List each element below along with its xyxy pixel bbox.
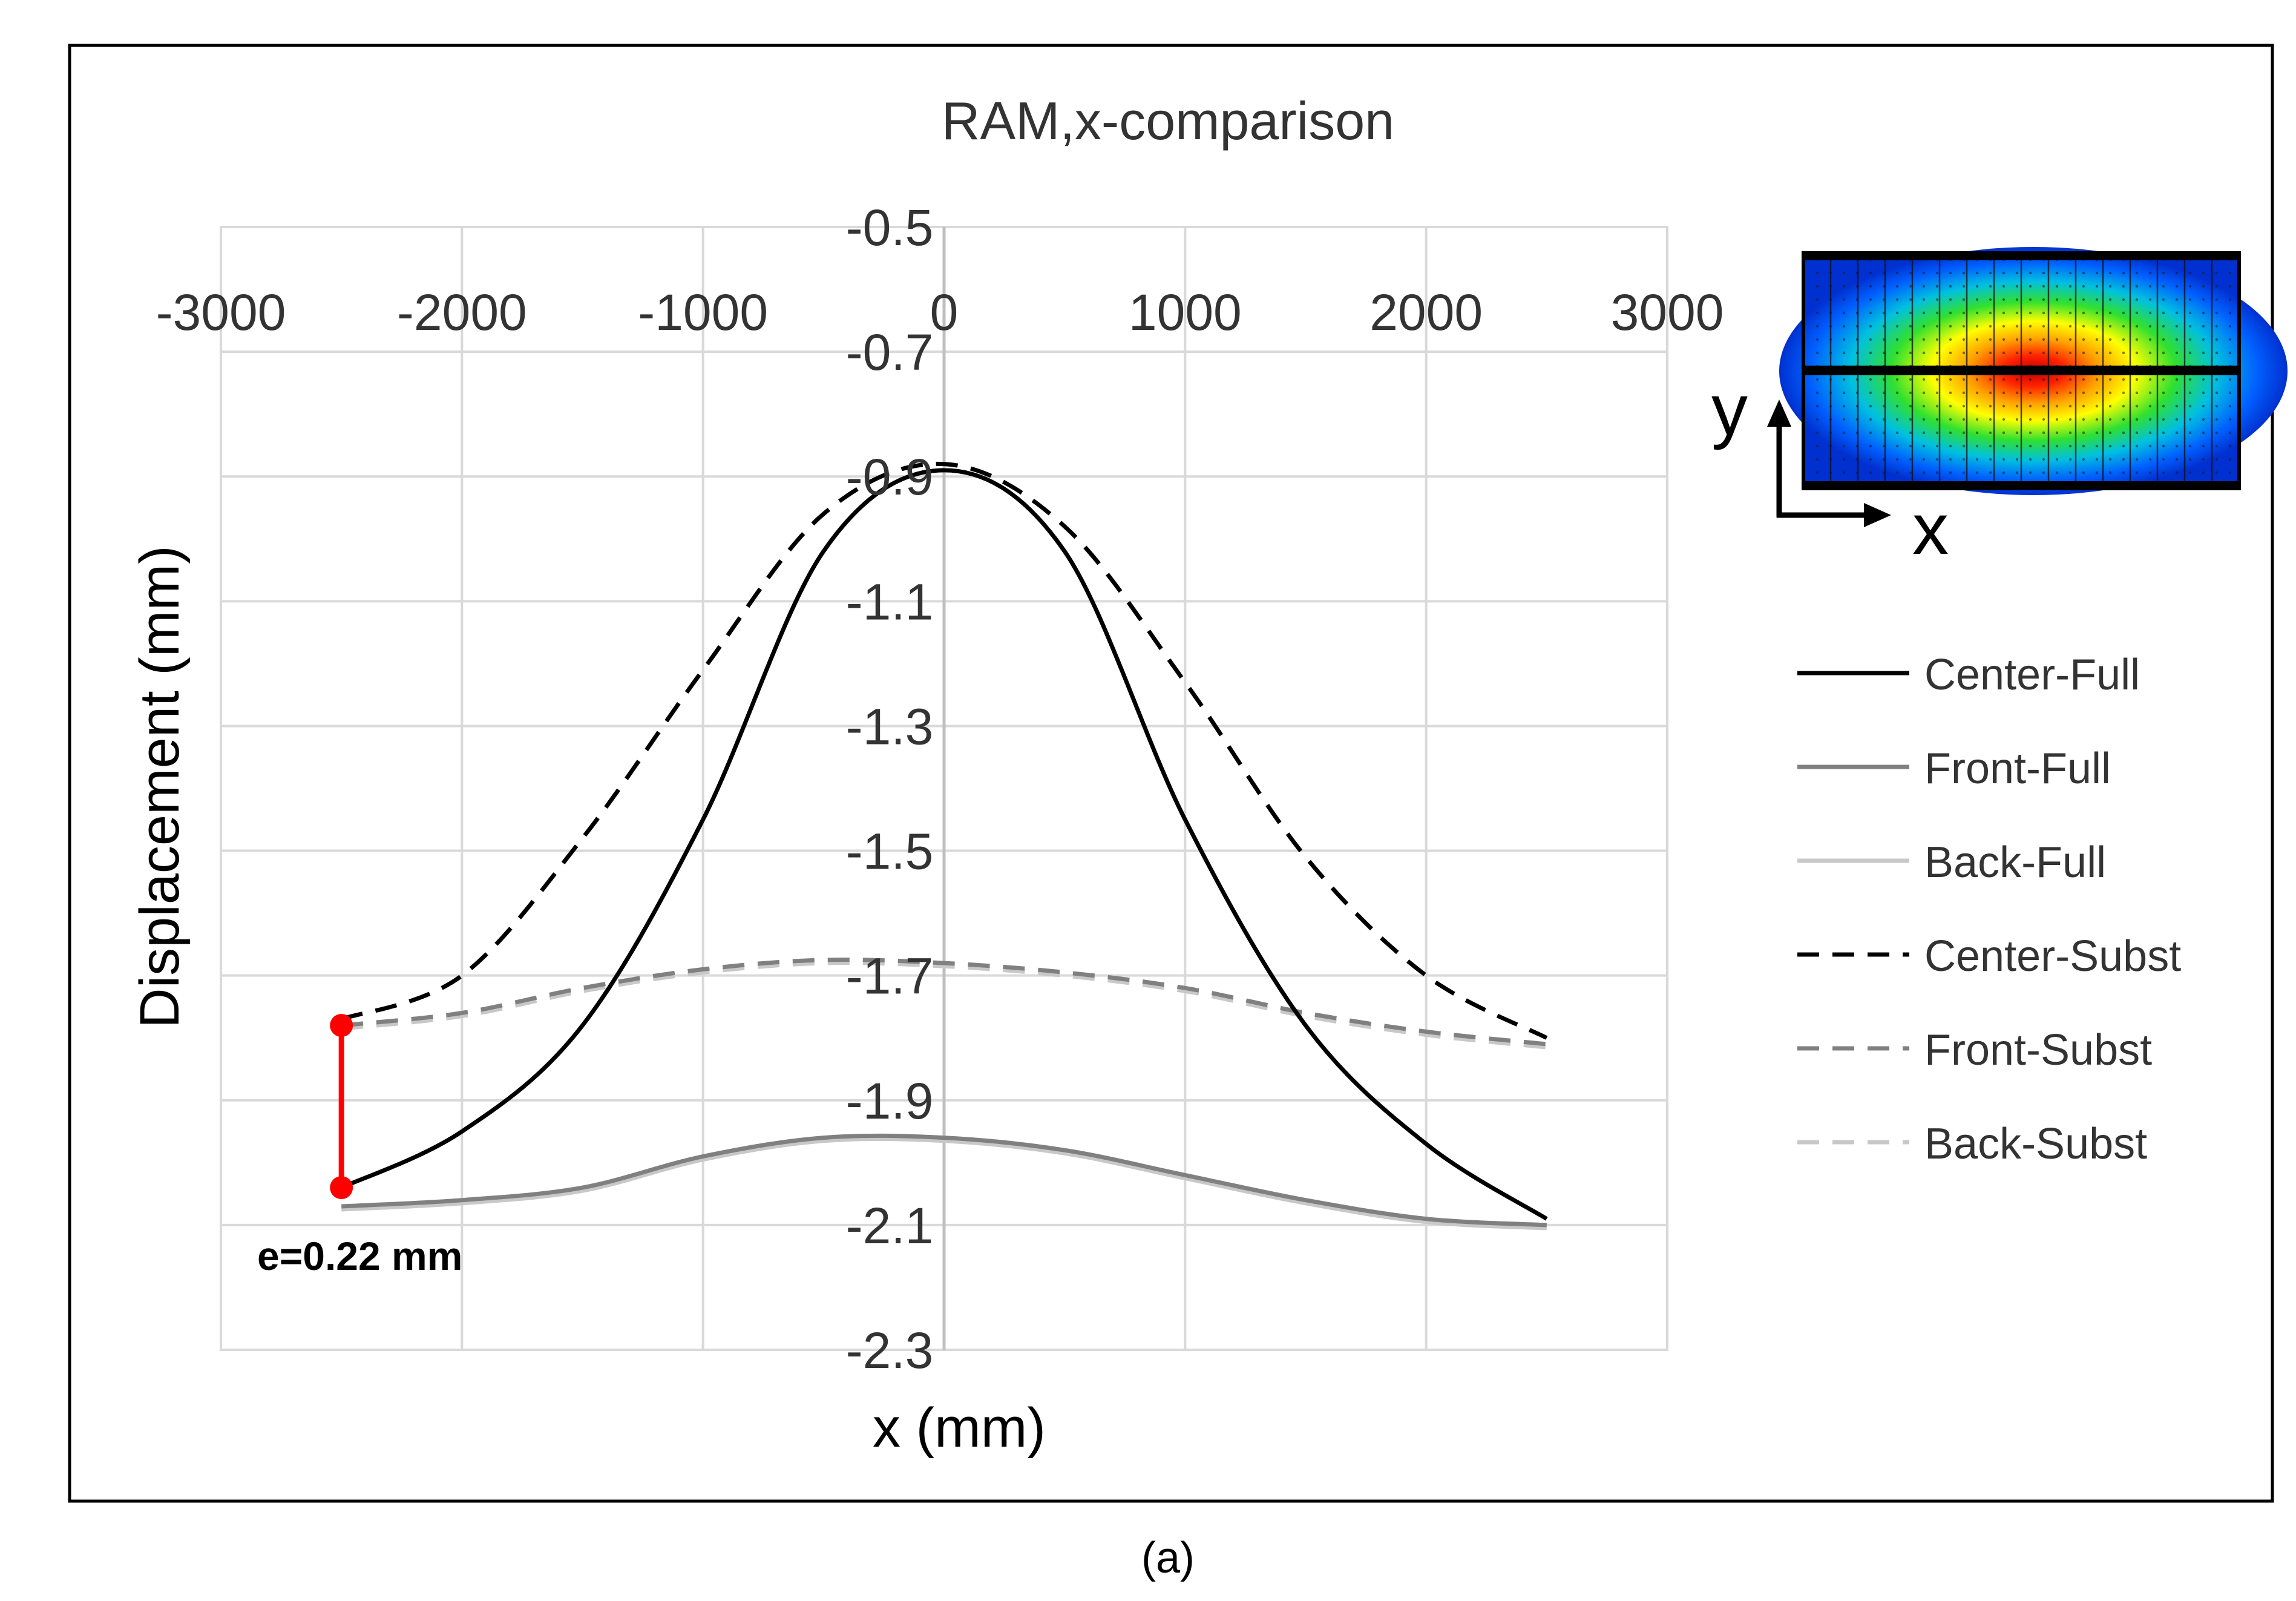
plot-area: -3000 -2000 -1000 0 1000 2000 3000 -0.5 -0.7 -0.9… — [156, 199, 1724, 1379]
series-line-center-full — [340, 468, 1548, 1221]
y-tick-label: -2.3 — [846, 1322, 934, 1379]
x-tick-label: -1000 — [638, 284, 768, 341]
x-tick-label: 2000 — [1369, 284, 1483, 341]
y-axis-label: Displacement (mm) — [129, 545, 191, 1028]
inset-x-label: x — [1912, 488, 1949, 570]
annotation-label: e=0.22 mm — [257, 1234, 462, 1278]
legend: Center-Full Front-Full Back-Full Center-Sub… — [1797, 651, 2181, 1168]
legend-label-center-subst: Center-Subst — [1924, 932, 2181, 981]
y-tick-label: -0.9 — [846, 449, 934, 505]
series-line-back-subst — [341, 961, 1547, 1050]
series-line-front-full — [341, 1133, 1547, 1228]
series-line-center-subst — [341, 461, 1548, 1040]
series-line-front-subst — [341, 957, 1547, 1047]
series-line-back-full — [341, 1137, 1547, 1231]
x-axis-label: x (mm) — [873, 1397, 1046, 1459]
inset-heatmap — [1779, 247, 2288, 495]
inset-y-label: y — [1711, 369, 1748, 450]
inset-axes: y x — [1711, 369, 1949, 570]
figure-caption: (a) — [1141, 1534, 1195, 1582]
legend-label-back-subst: Back-Subst — [1924, 1120, 2147, 1168]
y-tick-label: -1.3 — [846, 698, 934, 755]
inset-y-arrowhead — [1767, 399, 1791, 427]
x-tick-label: 3000 — [1611, 284, 1724, 341]
y-tick-label: -2.1 — [846, 1197, 934, 1254]
inset-border — [1802, 251, 2241, 490]
y-tick-label: -0.5 — [846, 199, 934, 256]
y-tick-label: -1.1 — [846, 573, 934, 630]
legend-label-center-full: Center-Full — [1924, 651, 2140, 699]
x-tick-label: -2000 — [397, 284, 527, 341]
y-tick-label: -1.9 — [846, 1073, 934, 1129]
error-bar-bottom-dot — [330, 1176, 353, 1200]
y-tick-label: -1.7 — [846, 948, 934, 1005]
legend-label-front-full: Front-Full — [1924, 745, 2111, 793]
inset-center-line — [1803, 366, 2239, 375]
x-tick-label: -3000 — [156, 284, 286, 341]
error-bar-top-dot — [330, 1014, 353, 1037]
x-tick-label: 1000 — [1129, 284, 1242, 341]
inset-x-arrowhead — [1864, 503, 1891, 527]
tick-labels: -3000 -2000 -1000 0 1000 2000 3000 -0.5 -0.7 -0.9… — [156, 199, 1724, 1379]
y-tick-label: -1.5 — [846, 823, 934, 880]
x-tick-label: 0 — [930, 284, 959, 341]
chart-title: RAM,x-comparison — [942, 91, 1394, 151]
series-layer — [340, 461, 1548, 1231]
y-tick-label: -0.7 — [846, 324, 934, 381]
legend-label-back-full: Back-Full — [1924, 838, 2106, 887]
error-annotation — [330, 1014, 353, 1200]
legend-label-front-subst: Front-Subst — [1924, 1026, 2152, 1074]
